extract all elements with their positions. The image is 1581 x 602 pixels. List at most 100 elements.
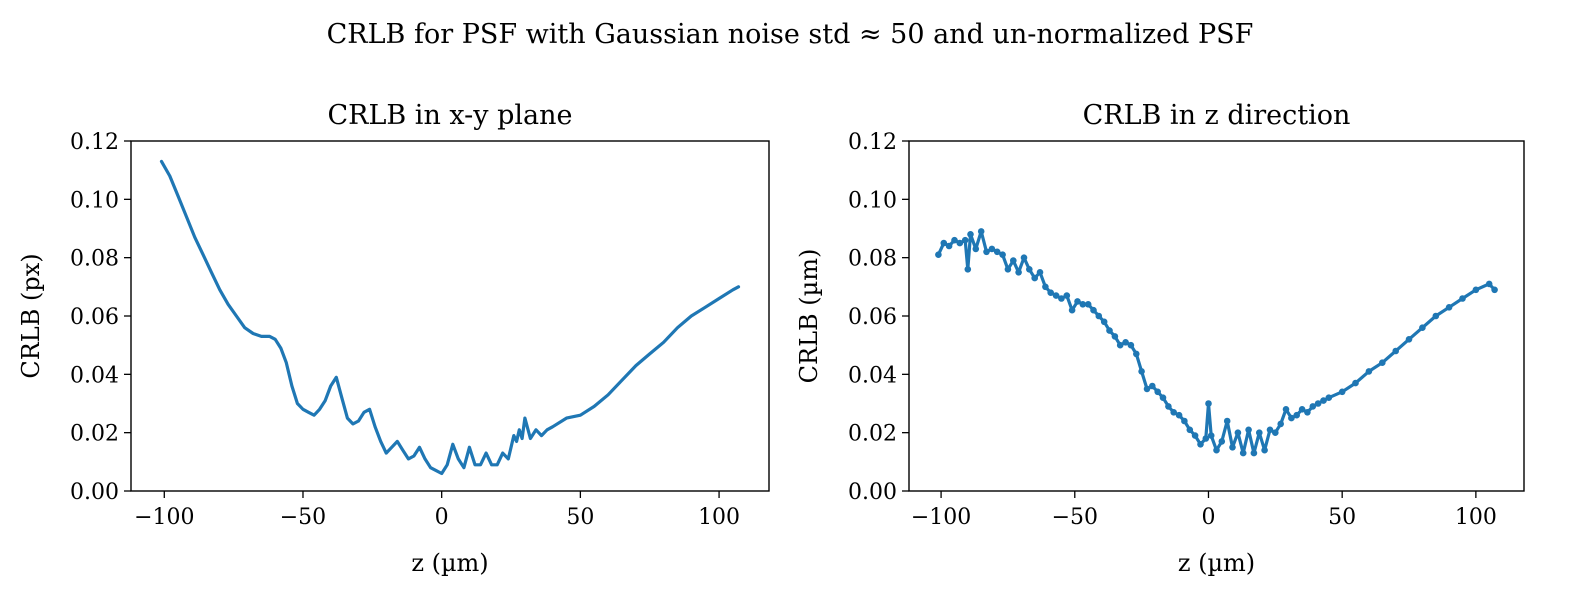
data-point-z — [1266, 426, 1274, 434]
y-axis-label-z: CRLB (µm) — [795, 249, 823, 384]
y-tick-label-xy: 0.02 — [70, 422, 119, 447]
data-point-z — [1207, 432, 1215, 439]
data-point-z — [1365, 368, 1373, 375]
data-point-z — [1288, 414, 1295, 422]
data-point-z — [1213, 446, 1220, 454]
x-axis-label-z: z (µm) — [1178, 549, 1255, 577]
data-point-z — [1392, 347, 1399, 355]
data-point-z — [1314, 400, 1322, 407]
y-tick-label-xy: 0.00 — [70, 480, 119, 505]
x-tick-label-xy: 100 — [698, 505, 740, 530]
data-point-z — [1170, 409, 1177, 416]
data-point-z — [1181, 417, 1188, 425]
data-point-z — [1084, 301, 1092, 308]
data-point-z — [972, 245, 980, 253]
data-point-z — [1304, 409, 1311, 416]
y-tick-label-z: 0.12 — [848, 130, 897, 155]
data-point-z — [1282, 406, 1290, 413]
figure-suptitle: CRLB for PSF with Gaussian noise std ≈ 5… — [327, 19, 1254, 50]
data-point-z — [1165, 403, 1172, 410]
x-tick-label-xy: 0 — [435, 505, 449, 530]
data-point-z — [1042, 283, 1049, 291]
x-tick-label-z: −100 — [911, 505, 971, 530]
data-point-z — [1432, 312, 1440, 320]
data-point-z — [1352, 379, 1359, 387]
data-point-z — [945, 242, 953, 250]
data-point-z — [1063, 292, 1071, 299]
data-point-z — [1079, 301, 1087, 308]
data-point-z — [1234, 429, 1242, 437]
data-point-z — [1159, 394, 1167, 402]
data-point-z — [1218, 438, 1226, 445]
data-point-z — [1149, 382, 1156, 390]
x-tick-label-xy: 50 — [566, 505, 594, 530]
data-point-z — [1138, 368, 1145, 375]
x-tick-label-z: −50 — [1052, 505, 1098, 530]
y-tick-label-z: 0.06 — [848, 305, 897, 330]
data-point-z — [1205, 400, 1212, 407]
data-point-z — [1116, 341, 1124, 349]
x-tick-label-z: 100 — [1455, 505, 1497, 530]
data-point-z — [1245, 426, 1252, 434]
data-point-z — [1325, 394, 1333, 402]
data-point-z — [993, 248, 1001, 256]
data-point-z — [1261, 446, 1268, 454]
data-point-z — [1293, 411, 1300, 419]
data-point-z — [1445, 304, 1453, 311]
y-axis-label-xy: CRLB (px) — [17, 253, 45, 378]
data-point-z — [1239, 449, 1247, 457]
x-tick-label-z: 50 — [1328, 505, 1356, 530]
data-point-z — [1133, 350, 1140, 358]
data-point-z — [1472, 286, 1480, 294]
data-point-z — [1047, 289, 1054, 297]
data-point-z — [1111, 333, 1119, 340]
data-point-z — [1100, 318, 1108, 326]
data-point-z — [1223, 417, 1231, 425]
x-tick-label-xy: −50 — [280, 505, 326, 530]
data-point-z — [1020, 254, 1028, 261]
data-point-z — [1309, 403, 1317, 410]
data-point-z — [1272, 429, 1279, 437]
data-point-z — [1058, 295, 1065, 302]
data-point-z — [1320, 397, 1327, 404]
data-point-z — [1154, 388, 1161, 396]
y-tick-label-xy: 0.08 — [70, 247, 119, 272]
data-point-z — [1010, 257, 1017, 264]
data-point-z — [1127, 341, 1135, 349]
data-point-z — [1106, 327, 1113, 334]
data-point-z — [1095, 312, 1103, 320]
data-point-z — [951, 236, 958, 244]
x-tick-label-xy: −100 — [134, 505, 194, 530]
y-tick-label-xy: 0.04 — [70, 363, 119, 388]
data-point-z — [964, 266, 972, 273]
data-point-z — [1459, 295, 1466, 302]
data-point-z — [1031, 274, 1038, 282]
data-point-z — [1491, 286, 1498, 294]
y-tick-label-z: 0.00 — [848, 480, 897, 505]
data-point-z — [1015, 269, 1022, 276]
data-point-z — [967, 231, 974, 238]
data-point-z — [1036, 269, 1044, 276]
data-point-z — [1379, 359, 1386, 367]
data-point-z — [961, 236, 969, 244]
data-point-z — [1191, 432, 1199, 439]
data-point-z — [1090, 306, 1097, 314]
data-point-z — [1004, 266, 1012, 273]
y-tick-label-xy: 0.10 — [70, 188, 119, 213]
data-point-z — [1068, 306, 1076, 314]
y-tick-label-z: 0.08 — [848, 247, 897, 272]
chart-title-z: CRLB in z direction — [1083, 100, 1351, 131]
data-point-z — [1485, 280, 1493, 288]
data-point-z — [1143, 385, 1151, 393]
y-tick-label-z: 0.04 — [848, 363, 897, 388]
x-tick-label-z: 0 — [1201, 505, 1215, 530]
data-point-z — [940, 239, 948, 247]
data-point-z — [983, 248, 990, 256]
data-point-z — [1202, 435, 1210, 442]
data-point-z — [1250, 449, 1258, 457]
data-point-z — [988, 245, 996, 253]
chart-z-direction: CRLB in z direction −100 −50 0 50 100 0.00 0.02… — [795, 100, 1525, 577]
data-point-z — [1122, 339, 1129, 346]
data-point-z — [977, 228, 985, 235]
data-point-z — [935, 251, 942, 258]
